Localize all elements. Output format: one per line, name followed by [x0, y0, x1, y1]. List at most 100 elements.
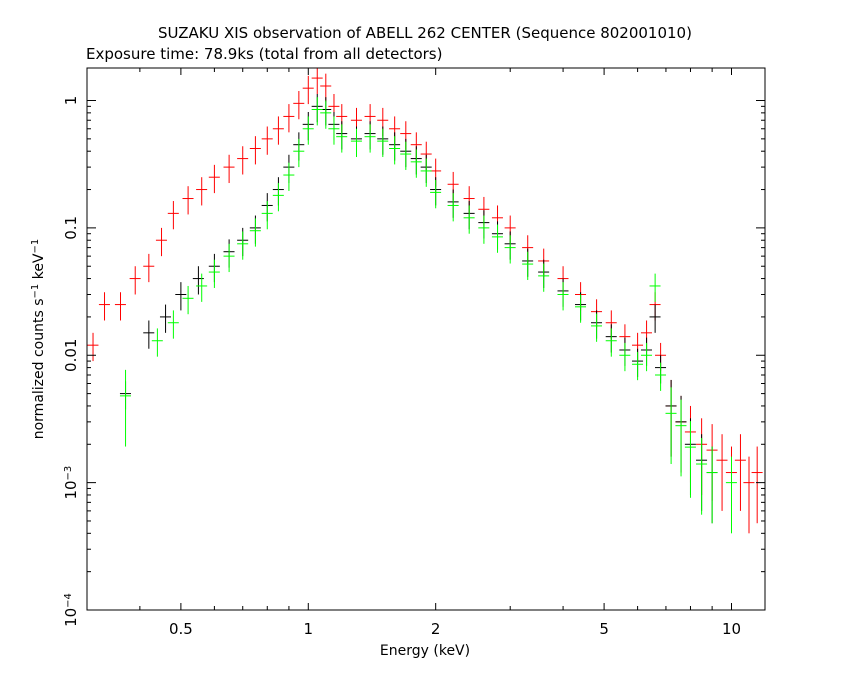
data-point — [696, 438, 708, 515]
data-point — [725, 456, 737, 534]
data-point — [208, 164, 220, 194]
data-point — [605, 328, 617, 357]
data-point — [410, 149, 422, 178]
data-point — [751, 446, 763, 524]
data-point — [478, 215, 490, 244]
x-tick-label: 10 — [722, 620, 741, 638]
data-point — [167, 310, 179, 339]
data-point — [538, 263, 550, 292]
data-point — [143, 320, 155, 349]
y-tick-label-base: 1 — [62, 96, 80, 106]
data-point — [261, 201, 273, 230]
y-axis-label-exp2: −1 — [30, 239, 41, 254]
data-point — [261, 126, 273, 155]
data-point — [655, 362, 667, 391]
chart-subtitle: Exposure time: 78.9ks (total from all de… — [86, 45, 442, 63]
data-point — [320, 100, 332, 129]
data-point — [377, 128, 389, 158]
data-point — [336, 124, 348, 153]
data-point — [119, 369, 131, 447]
data-point — [151, 328, 163, 357]
data-point — [237, 231, 249, 260]
data-point — [159, 304, 171, 333]
data-point — [743, 456, 755, 534]
data-point — [311, 68, 323, 94]
data-point — [491, 224, 503, 253]
data-point — [293, 91, 305, 120]
data-point — [208, 259, 220, 288]
data-point — [283, 104, 295, 133]
y-tick-label-base: 0.01 — [62, 339, 80, 372]
y-axis-label-main: normalized counts s — [31, 298, 47, 439]
data-point — [272, 183, 284, 212]
data-point — [272, 116, 284, 145]
data-point — [293, 138, 305, 168]
data-point — [684, 421, 696, 498]
series-2 — [119, 97, 737, 534]
data-point — [98, 292, 110, 321]
data-point — [574, 294, 587, 323]
data-point — [114, 292, 126, 321]
data-layer — [87, 68, 763, 534]
x-tick-label: 2 — [431, 620, 441, 638]
x-axis-label: Energy (keV) — [380, 643, 470, 659]
data-point — [302, 116, 314, 145]
data-point — [249, 136, 261, 165]
data-point — [350, 128, 362, 158]
data-point — [249, 218, 261, 247]
y-tick-label-base: 10 — [62, 480, 80, 499]
x-tick-label: 1 — [304, 620, 314, 638]
data-point — [175, 282, 187, 311]
data-point — [504, 235, 516, 264]
data-point — [557, 282, 569, 311]
y-axis-label-exp1: −1 — [30, 284, 41, 299]
data-point — [649, 304, 661, 333]
y-tick-label-base: 0.1 — [62, 216, 80, 240]
data-point — [420, 158, 432, 187]
data-point — [675, 399, 687, 477]
data-point — [223, 243, 235, 273]
data-point — [389, 136, 401, 165]
data-point — [328, 116, 340, 145]
data-point — [734, 434, 746, 511]
data-point — [302, 75, 314, 105]
data-point — [311, 97, 323, 126]
x-tick-label: 5 — [599, 620, 609, 638]
y-tick-label-exponent: −4 — [63, 593, 74, 608]
data-point — [430, 180, 442, 209]
data-point — [182, 285, 194, 315]
y-tick-label-exponent: −3 — [63, 466, 74, 481]
data-point — [237, 146, 249, 175]
data-point — [716, 434, 728, 511]
y-tick-label: 10−4 — [62, 593, 80, 627]
data-point — [590, 313, 603, 342]
y-tick-label: 0.1 — [62, 216, 80, 240]
data-point — [619, 342, 631, 372]
data-point — [522, 251, 534, 280]
data-point — [400, 141, 412, 170]
data-point — [649, 273, 661, 302]
data-point — [640, 342, 653, 372]
series-0 — [87, 68, 763, 534]
x-tick-label: 0.5 — [169, 620, 193, 638]
data-point — [223, 154, 235, 184]
series-1 — [119, 93, 718, 524]
data-point — [155, 227, 167, 257]
data-point — [632, 351, 644, 381]
data-point — [129, 266, 141, 295]
data-point — [283, 162, 295, 191]
data-point — [87, 332, 99, 362]
y-axis-label-mid: keV — [31, 253, 47, 284]
data-point — [196, 177, 208, 206]
y-tick-label: 0.01 — [62, 339, 80, 372]
data-point — [706, 446, 718, 524]
data-point — [143, 253, 155, 283]
data-point — [447, 193, 459, 222]
y-tick-label-base: 10 — [62, 608, 80, 627]
data-point — [182, 186, 194, 215]
data-point — [364, 124, 376, 153]
data-point — [665, 387, 677, 465]
y-tick-label: 1 — [62, 96, 80, 106]
